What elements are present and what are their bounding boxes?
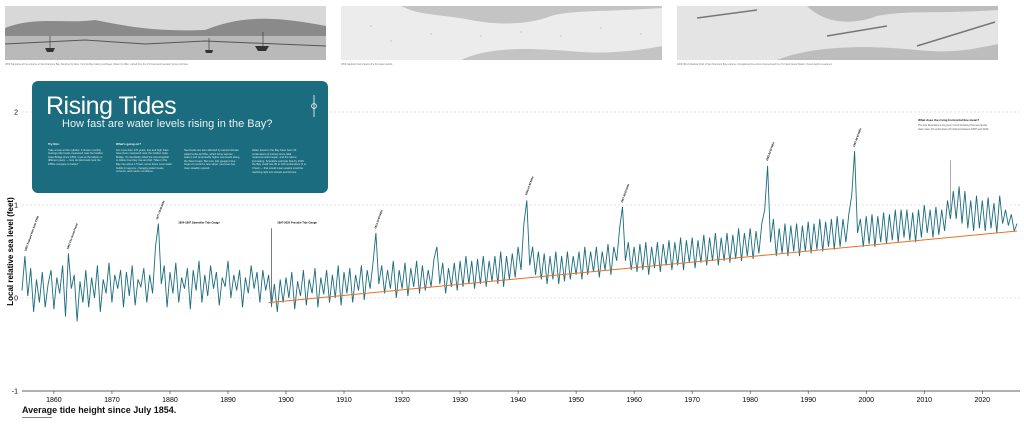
bay-panorama-image [5,6,326,60]
try-this-heading: Try this: [48,142,60,146]
event-annotation: 1877-78 El Niño [155,200,166,220]
title-panel: Rising Tides How fast are water levels r… [32,81,328,193]
event-annotation: 1982-83 El Niño [765,141,776,161]
whats-going-on-heading: What's going on? [116,142,142,146]
x-tick-label: 1970 [684,397,700,404]
x-tick-label: 1910 [336,397,352,404]
panel-column-whats-going-on: What's going on? For more than 170 years… [116,142,173,174]
panel-column-try-this: Try this: Take a look at this cylinder. … [48,142,104,167]
thermometer-icon [311,95,317,117]
trend-note: What does the rising horizontal line mea… [918,118,990,131]
historic-chart-caption: 1850 Nautical Chart showing the first wa… [341,64,393,66]
panel-column-4: Water levels in the Bay have risen 10 ce… [252,149,308,174]
try-this-text: Take a look at this cylinder. It shows m… [48,148,104,166]
x-tick-label: 1900 [278,397,294,404]
panel-subtitle: How fast are water levels rising in the … [62,118,273,130]
y-tick-label: 1 [14,203,18,210]
y-tick-label: -1 [12,389,18,396]
x-tick-label: 1980 [742,397,758,404]
x-tick-label: 1960 [626,397,642,404]
modern-chart-caption: 2009 NOAA Nautical Chart of San Francisc… [677,64,833,66]
x-tick-label: 2010 [916,397,932,404]
x-title-rule [22,417,52,418]
event-annotation: 1957-58 El Niño [620,183,631,203]
y-tick-label: 0 [14,296,18,303]
x-tick-label: 1950 [568,397,584,404]
x-tick-label: 1860 [46,397,62,404]
sea-level-line [21,151,1018,322]
gauge-period-label: 1897-2025 Presidio Tide Gauge [277,221,317,225]
panel-col4-text: Water levels in the Bay have risen 10 ce… [252,149,307,174]
y-tick-label: 2 [14,110,18,117]
panel-col3-text: Sea levels are also affected by natural … [184,149,240,170]
x-axis-title: Average tide height since July 1854. [22,405,177,415]
panorama-caption: 1850 Panorama of the entrance to San Fra… [5,64,189,66]
historic-nautical-chart-image [341,6,662,60]
trend-note-text: The line illustrates a long-term trend s… [918,124,990,131]
event-annotation: 1940-41 El Niño [524,176,535,196]
x-tick-label: 1920 [394,397,410,404]
whats-going-on-text: For more than 170 years, low and high ti… [116,148,173,174]
event-annotation: 1855 Tsunami Hits from Chile [23,215,40,252]
y-axis-label: Local relative sea level (feet) [6,197,15,306]
x-tick-label: 1930 [452,397,468,404]
x-tick-label: 1880 [162,397,178,404]
event-annotation: 1862 The Great Flood [66,222,79,249]
x-tick-label: 1890 [220,397,236,404]
x-tick-label: 1870 [104,397,120,404]
trend-note-heading: What does the rising horizontal line mea… [918,118,980,122]
x-tick-label: 2020 [974,397,990,404]
event-annotation: 1914-15 El Niño [373,209,384,229]
x-tick-label: 1990 [800,397,816,404]
x-tick-label: 1940 [510,397,526,404]
event-annotation: 1997-98 El Niño [852,127,863,147]
panel-column-3: Sea levels are also affected by natural … [184,149,240,171]
x-tick-label: 2000 [858,397,874,404]
modern-nautical-chart-image [677,6,998,60]
trend-line [268,230,1018,304]
gauge-period-label: 1854-1897 Sawmiller Tide Gauge [178,221,220,225]
panel-title: Rising Tides [46,92,177,120]
